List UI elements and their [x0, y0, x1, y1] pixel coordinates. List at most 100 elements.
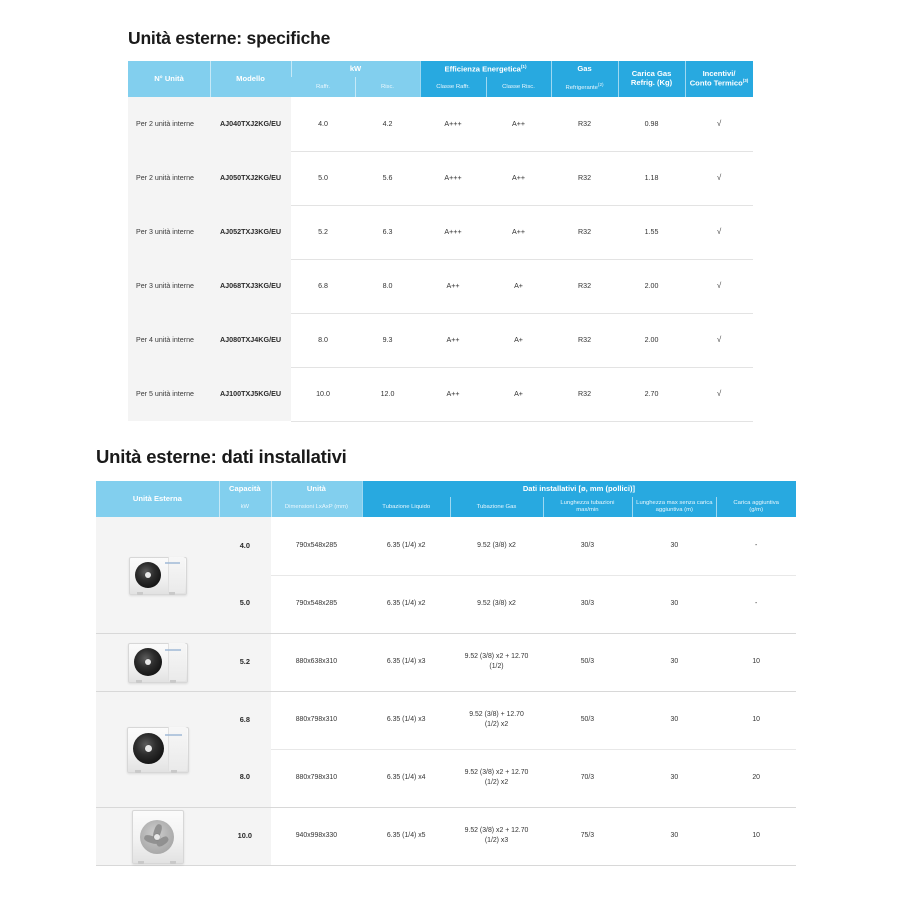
cell-carica-aggiuntiva: 10: [716, 807, 796, 866]
dati-table-head: Unità Esterna Capacità Unità Dati instal…: [96, 481, 796, 517]
cell-classe-risc: A+: [486, 367, 552, 422]
cell-dimensioni: 880x638x310: [270, 633, 362, 692]
ac-unit-tall-icon: [132, 810, 185, 864]
cell-modello: AJ068TXJ3KG/EU: [210, 259, 291, 313]
ac-stripe: [165, 561, 181, 564]
col-header-numero-unita: N° Unità: [128, 61, 210, 97]
cell-classe-risc: A+: [486, 313, 552, 368]
cell-classe-risc: A++: [486, 151, 552, 206]
group-efficienza-superscript: (1): [520, 63, 527, 69]
cell-lunghezza-senza-carica: 30: [632, 517, 717, 576]
cell-carica-aggiuntiva: 20: [716, 749, 796, 808]
cell-raffr: 8.0: [291, 313, 355, 368]
cell-incentivi-check: √: [685, 205, 754, 260]
cell-dimensioni: 790x548x285: [270, 517, 362, 576]
tubazione-gas-line1: 9.52 (3/8) x2 + 12.70: [464, 827, 529, 834]
col-header-raffr: Raffr.: [291, 77, 355, 97]
incentivi-line1: Incentivi/: [702, 68, 736, 78]
col-header-unita: Unità: [270, 481, 362, 497]
incentivi-line2: Conto Termico(3): [685, 78, 753, 88]
col-header-lunghezza-senza-carica: Lunghezza max senza carica aggiuntiva (m…: [632, 497, 717, 517]
cell-classe-raffr: A+++: [420, 205, 487, 260]
cell-unita: Per 5 unità interne: [128, 367, 210, 421]
cell-classe-risc: A+: [486, 259, 552, 314]
cell-tubazione-gas: 9.52 (3/8) x2: [450, 517, 543, 576]
cell-incentivi-check: √: [685, 313, 754, 368]
cell-carica-aggiuntiva: -: [716, 517, 796, 576]
ac-stripe: [165, 649, 182, 651]
cell-modello: AJ080TXJ4KG/EU: [210, 313, 291, 367]
cell-lunghezza: 70/3: [542, 749, 633, 808]
cell-classe-raffr: A+++: [420, 151, 487, 206]
cell-carica: 2.00: [618, 313, 686, 368]
cell-gas: R32: [551, 367, 619, 422]
group-efficienza-label: Efficienza Energetica: [444, 64, 521, 74]
cell-risc: 6.3: [355, 205, 421, 260]
specifiche-table-body: Per 2 unità interne AJ040TXJ2KG/EU 4.0 4…: [128, 97, 754, 422]
col-header-modello: Modello: [210, 61, 291, 97]
specifiche-section: Unità esterne: specifiche N° Unità Model…: [128, 28, 754, 422]
cell-lunghezza: 50/3: [542, 633, 633, 692]
tubazione-gas-line2: (1/2) x2: [484, 779, 509, 786]
cell-raffr: 6.8: [291, 259, 355, 314]
tubazione-gas-line1: 9.52 (3/8) x2 + 12.70: [464, 769, 529, 776]
carica-aggiuntiva-line1: Carica aggiuntiva: [733, 500, 779, 507]
tubazione-gas-line1: 9.52 (3/8) x2: [477, 600, 516, 607]
cell-tubazione-liquido: 6.35 (1/4) x2: [361, 517, 451, 576]
table-row: Per 3 unità interne AJ068TXJ3KG/EU 6.8 8…: [128, 259, 754, 314]
cell-capacita: 6.8: [218, 691, 271, 749]
ac-foot-right: [171, 770, 178, 773]
refrigerante-superscript: (2): [597, 82, 604, 88]
col-header-tubazione-liquido: Tubazione Liquido: [361, 497, 451, 517]
table-row: 4.0 790x548x285 6.35 (1/4) x2 9.52 (3/8)…: [96, 517, 796, 634]
ac-foot-right: [170, 680, 177, 683]
dati-installativi-section: Unità esterne: dati installativi Unità E…: [96, 446, 796, 866]
cell-dimensioni: 880x798x310: [270, 749, 362, 808]
cell-classe-raffr: A++: [420, 259, 487, 314]
ac-side-panel: [167, 643, 187, 681]
cell-raffr: 5.0: [291, 151, 355, 206]
cell-capacita: 8.0: [218, 749, 271, 808]
col-header-dimensioni: Dimensioni LxAxP (mm): [270, 497, 362, 517]
carica-gas-line2: Refrig. (Kg): [630, 78, 673, 87]
cell-gas: R32: [551, 205, 619, 260]
cell-classe-raffr: A+++: [420, 97, 487, 152]
lunghezza-senza-carica-line2: aggiuntiva (m): [655, 507, 693, 513]
cell-unita: Per 3 unità interne: [128, 259, 210, 313]
cell-risc: 12.0: [355, 367, 421, 422]
cell-lunghezza: 50/3: [542, 691, 633, 750]
cell-unita: Per 2 unità interne: [128, 97, 210, 151]
col-header-group-kw: kW: [291, 61, 421, 77]
table-row: Per 2 unità interne AJ040TXJ2KG/EU 4.0 4…: [128, 97, 754, 152]
cell-modello: AJ100TXJ5KG/EU: [210, 367, 291, 421]
cell-lunghezza-senza-carica: 30: [632, 691, 717, 750]
cell-tubazione-liquido: 6.35 (1/4) x3: [361, 691, 451, 750]
cell-carica-aggiuntiva: 10: [716, 633, 796, 692]
cell-modello: AJ050TXJ2KG/EU: [210, 151, 291, 205]
lunghezza-tubazioni-line2: max/min: [576, 507, 599, 513]
col-header-capacita: Capacità: [218, 481, 271, 497]
ac-fan-hub: [154, 834, 161, 840]
tubazione-gas-line2: (1/2) x3: [484, 837, 509, 844]
col-header-group-gas: Gas: [551, 61, 619, 77]
cell-tubazione-gas: 9.52 (3/8) x2 + 12.70 (1/2): [450, 633, 543, 692]
cell-incentivi-check: √: [685, 367, 754, 422]
cell-carica-aggiuntiva: 10: [716, 691, 796, 750]
carica-aggiuntiva-line2: (g/m): [749, 507, 764, 513]
ac-fan-hub: [145, 745, 153, 752]
ac-unit-small-icon: [129, 556, 188, 595]
col-header-group-dati-installativi: Dati installativi [ø, mm (pollici)]: [361, 481, 796, 497]
cell-classe-raffr: A++: [420, 367, 487, 422]
col-header-unita-esterna: Unità Esterna: [96, 481, 219, 517]
ac-unit-large-icon: [127, 727, 190, 773]
cell-lunghezza-senza-carica: 30: [632, 633, 717, 692]
table-row: Per 3 unità interne AJ052TXJ3KG/EU 5.2 6…: [128, 205, 754, 260]
table-row: Per 4 unità interne AJ080TXJ4KG/EU 8.0 9…: [128, 313, 754, 368]
cell-lunghezza: 75/3: [542, 807, 633, 866]
ac-foot-right: [170, 861, 177, 864]
cell-tubazione-gas: 9.52 (3/8) x2: [450, 575, 543, 634]
col-header-lunghezza-tubazioni: Lunghezza tubazioni max/min: [542, 497, 633, 517]
cell-tubazione-gas: 9.52 (3/8) x2 + 12.70 (1/2) x3: [450, 807, 543, 866]
cell-unita-esterna-image: [96, 517, 219, 634]
cell-lunghezza-senza-carica: 30: [632, 749, 717, 808]
